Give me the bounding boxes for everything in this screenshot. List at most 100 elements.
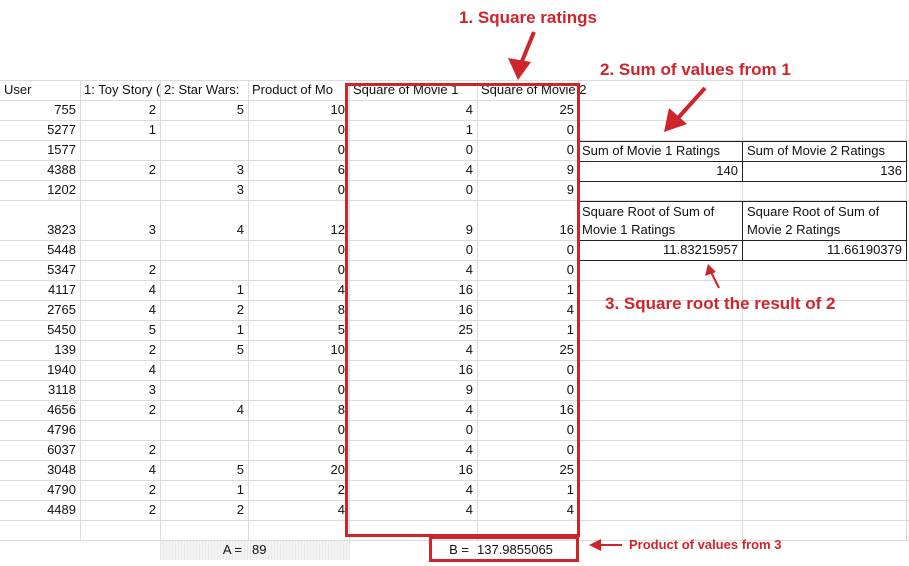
user-cell[interactable]: 5347: [47, 262, 76, 277]
user-cell[interactable]: 3118: [48, 382, 76, 397]
square-movie-2-cell[interactable]: 0: [566, 262, 574, 277]
movie-1-rating-cell[interactable]: 4: [148, 362, 156, 377]
square-movie-2-cell[interactable]: 25: [559, 462, 574, 477]
square-movie-1-cell[interactable]: 4: [465, 102, 473, 117]
movie-1-rating-cell[interactable]: 2: [148, 442, 156, 457]
movie-2-rating-cell[interactable]: 2: [236, 302, 244, 317]
user-cell[interactable]: 139: [54, 342, 76, 357]
user-cell[interactable]: 5277: [47, 122, 76, 137]
square-movie-1-cell[interactable]: 16: [458, 462, 473, 477]
square-movie-2-cell[interactable]: 0: [566, 362, 574, 377]
square-movie-2-cell[interactable]: 4: [566, 302, 574, 317]
movie-1-rating-cell[interactable]: 2: [148, 162, 156, 177]
product-cell[interactable]: 10: [330, 342, 345, 357]
square-movie-1-cell[interactable]: 9: [465, 382, 473, 397]
square-movie-1-cell[interactable]: 9: [465, 222, 473, 237]
square-movie-1-cell[interactable]: 0: [465, 182, 473, 197]
square-movie-2-cell[interactable]: 0: [566, 422, 574, 437]
b-value[interactable]: 137.9855065: [477, 542, 553, 557]
movie-2-rating-cell[interactable]: 3: [236, 182, 244, 197]
square-movie-1-cell[interactable]: 4: [465, 482, 473, 497]
movie-1-rating-cell[interactable]: 2: [148, 502, 156, 517]
user-cell[interactable]: 4117: [48, 282, 76, 297]
movie-1-rating-cell[interactable]: 3: [148, 382, 156, 397]
product-cell[interactable]: 0: [337, 242, 345, 257]
square-movie-2-cell[interactable]: 1: [566, 282, 574, 297]
square-movie-2-cell[interactable]: 0: [566, 442, 574, 457]
square-movie-1-cell[interactable]: 0: [465, 422, 473, 437]
movie-2-rating-cell[interactable]: 4: [236, 222, 244, 237]
square-movie-2-cell[interactable]: 9: [566, 182, 574, 197]
user-cell[interactable]: 1577: [47, 142, 76, 157]
product-cell[interactable]: 10: [330, 102, 345, 117]
sum-movie-2-value[interactable]: 136: [742, 161, 907, 182]
product-cell[interactable]: 12: [330, 222, 345, 237]
sqrt-movie-1-value[interactable]: 11.83215957: [578, 240, 743, 261]
user-cell[interactable]: 3048: [47, 462, 76, 477]
square-movie-1-cell[interactable]: 0: [465, 142, 473, 157]
movie-1-rating-cell[interactable]: 2: [148, 482, 156, 497]
movie-1-rating-cell[interactable]: 4: [148, 282, 156, 297]
product-cell[interactable]: 4: [337, 502, 345, 517]
product-cell[interactable]: 0: [337, 422, 345, 437]
movie-2-rating-cell[interactable]: 5: [236, 462, 244, 477]
product-cell[interactable]: 0: [337, 442, 345, 457]
product-cell[interactable]: 4: [337, 282, 345, 297]
movie-1-rating-cell[interactable]: 2: [148, 402, 156, 417]
product-cell[interactable]: 0: [337, 122, 345, 137]
movie-1-rating-cell[interactable]: 1: [148, 122, 156, 137]
movie-1-rating-cell[interactable]: 4: [148, 302, 156, 317]
square-movie-2-cell[interactable]: 16: [559, 402, 574, 417]
movie-2-rating-cell[interactable]: 4: [236, 402, 244, 417]
square-movie-2-cell[interactable]: 25: [559, 342, 574, 357]
movie-2-rating-cell[interactable]: 5: [236, 342, 244, 357]
sqrt-movie-2-label[interactable]: Square Root of Sum of Movie 2 Ratings: [742, 201, 907, 241]
movie-2-rating-cell[interactable]: 5: [236, 102, 244, 117]
square-movie-1-cell[interactable]: 4: [465, 262, 473, 277]
movie-2-rating-cell[interactable]: 1: [236, 282, 244, 297]
square-movie-2-cell[interactable]: 0: [566, 122, 574, 137]
user-cell[interactable]: 4790: [47, 482, 76, 497]
square-movie-2-cell[interactable]: 16: [559, 222, 574, 237]
square-movie-2-cell[interactable]: 1: [566, 482, 574, 497]
user-cell[interactable]: 5450: [47, 322, 76, 337]
movie-1-rating-cell[interactable]: 2: [148, 262, 156, 277]
user-cell[interactable]: 4796: [47, 422, 76, 437]
square-movie-1-cell[interactable]: 4: [465, 502, 473, 517]
movie-1-rating-cell[interactable]: 2: [148, 342, 156, 357]
square-movie-2-cell[interactable]: 4: [566, 502, 574, 517]
square-movie-2-cell[interactable]: 9: [566, 162, 574, 177]
user-cell[interactable]: 1940: [47, 362, 76, 377]
product-cell[interactable]: 2: [337, 482, 345, 497]
movie-2-rating-cell[interactable]: 3: [236, 162, 244, 177]
sum-movie-1-value[interactable]: 140: [578, 161, 743, 182]
movie-2-rating-cell[interactable]: 1: [236, 322, 244, 337]
square-movie-2-cell[interactable]: 1: [566, 322, 574, 337]
movie-1-rating-cell[interactable]: 4: [148, 462, 156, 477]
user-cell[interactable]: 5448: [47, 242, 76, 257]
movie-1-rating-cell[interactable]: 3: [148, 222, 156, 237]
user-cell[interactable]: 4489: [47, 502, 76, 517]
square-movie-2-cell[interactable]: 0: [566, 242, 574, 257]
square-movie-1-cell[interactable]: 16: [458, 282, 473, 297]
product-cell[interactable]: 0: [337, 182, 345, 197]
sqrt-movie-2-value[interactable]: 11.66190379: [742, 240, 907, 261]
user-cell[interactable]: 6037: [47, 442, 76, 457]
product-cell[interactable]: 20: [330, 462, 345, 477]
product-cell[interactable]: 6: [337, 162, 345, 177]
product-cell[interactable]: 0: [337, 142, 345, 157]
square-movie-1-cell[interactable]: 0: [465, 242, 473, 257]
a-value[interactable]: 89: [252, 542, 267, 557]
header-user[interactable]: User: [4, 82, 32, 97]
square-movie-1-cell[interactable]: 25: [458, 322, 473, 337]
movie-2-rating-cell[interactable]: 1: [236, 482, 244, 497]
movie-2-rating-cell[interactable]: 2: [236, 502, 244, 517]
product-cell[interactable]: 0: [337, 362, 345, 377]
square-movie-1-cell[interactable]: 16: [458, 302, 473, 317]
square-movie-1-cell[interactable]: 4: [465, 402, 473, 417]
product-cell[interactable]: 0: [337, 382, 345, 397]
product-cell[interactable]: 8: [337, 302, 345, 317]
square-movie-1-cell[interactable]: 16: [458, 362, 473, 377]
square-movie-1-cell[interactable]: 4: [465, 162, 473, 177]
user-cell[interactable]: 755: [54, 102, 76, 117]
